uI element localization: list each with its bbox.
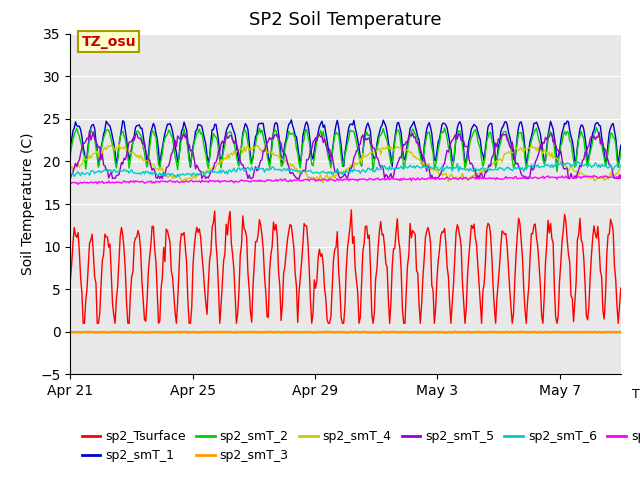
sp2_smT_5 [67,176,74,181]
sp2_smT_4 [109,144,116,150]
sp2_smT_5 [617,175,625,181]
sp2_smT_5 [492,140,499,146]
Title: SP2 Soil Temperature: SP2 Soil Temperature [250,11,442,29]
sp2_smT_2 [449,165,456,171]
Y-axis label: Soil Temperature (C): Soil Temperature (C) [20,133,35,275]
sp2_smT_2 [67,151,74,156]
sp2_Tsurface [573,237,581,243]
sp2_smT_5 [86,128,93,133]
sp2_smT_4 [573,168,581,174]
sp2_smT_6 [450,165,458,170]
sp2_smT_6 [617,163,625,168]
sp2_smT_2 [572,157,580,163]
sp2_smT_1 [617,143,625,148]
sp2_smT_4 [504,149,512,155]
sp2_smT_6 [573,158,581,164]
Line: sp2_Tsurface: sp2_Tsurface [70,210,621,324]
Line: sp2_smT_7: sp2_smT_7 [70,175,621,184]
sp2_smT_7 [450,175,458,180]
sp2_smT_4 [319,180,327,186]
sp2_Tsurface [388,263,396,269]
sp2_smT_5 [503,136,511,142]
sp2_smT_3 [617,329,625,335]
sp2_smT_6 [503,165,511,171]
Line: sp2_smT_3: sp2_smT_3 [70,332,621,333]
sp2_Tsurface [348,207,355,213]
sp2_smT_5 [387,171,395,177]
sp2_smT_1 [287,117,295,123]
sp2_smT_5 [572,176,580,181]
sp2_smT_6 [109,169,116,175]
sp2_smT_7 [572,175,580,180]
sp2_Tsurface [617,285,625,291]
sp2_smT_7 [617,172,625,178]
sp2_Tsurface [451,256,459,262]
Line: sp2_smT_1: sp2_smT_1 [70,120,621,167]
sp2_smT_4 [493,157,500,163]
sp2_smT_3 [504,330,512,336]
sp2_smT_2 [617,150,625,156]
sp2_smT_2 [502,129,509,135]
sp2_smT_4 [617,167,625,172]
Legend: sp2_Tsurface, sp2_smT_1, sp2_smT_2, sp2_smT_3, sp2_smT_4, sp2_smT_5, sp2_smT_6, : sp2_Tsurface, sp2_smT_1, sp2_smT_2, sp2_… [77,425,640,467]
sp2_smT_3 [474,329,482,335]
sp2_smT_7 [67,181,74,187]
sp2_Tsurface [504,265,512,271]
sp2_smT_2 [490,154,498,160]
sp2_smT_3 [67,329,74,335]
Text: Time: Time [632,388,640,401]
sp2_smT_2 [593,125,600,131]
sp2_smT_6 [67,171,74,177]
sp2_smT_3 [109,329,116,335]
sp2_smT_1 [573,144,581,150]
sp2_Tsurface [79,321,87,326]
sp2_smT_7 [387,175,395,181]
sp2_smT_1 [504,129,512,135]
sp2_smT_7 [110,180,118,186]
sp2_smT_1 [493,156,500,162]
sp2_smT_4 [67,167,74,173]
sp2_smT_7 [492,177,499,182]
sp2_smT_3 [386,329,394,335]
sp2_smT_3 [493,329,500,335]
Line: sp2_smT_2: sp2_smT_2 [70,128,621,172]
Text: TZ_osu: TZ_osu [81,35,136,48]
sp2_smT_1 [109,134,116,140]
sp2_smT_1 [451,149,459,155]
Line: sp2_smT_4: sp2_smT_4 [70,144,621,183]
sp2_Tsurface [493,295,500,301]
sp2_smT_5 [450,136,458,142]
sp2_smT_3 [573,330,581,336]
sp2_smT_2 [386,153,394,159]
sp2_smT_4 [388,146,396,152]
Line: sp2_smT_6: sp2_smT_6 [70,161,621,177]
sp2_Tsurface [67,276,74,282]
sp2_smT_4 [115,141,123,147]
sp2_smT_6 [173,174,180,180]
sp2_smT_6 [387,167,395,172]
sp2_smT_2 [109,143,116,148]
sp2_smT_1 [388,163,396,169]
sp2_smT_3 [444,330,451,336]
sp2_smT_6 [572,163,580,168]
sp2_smT_2 [553,169,561,175]
sp2_smT_3 [450,329,458,335]
Line: sp2_smT_5: sp2_smT_5 [70,131,621,179]
sp2_smT_7 [74,181,82,187]
sp2_smT_1 [156,164,164,170]
sp2_smT_1 [67,146,74,152]
sp2_Tsurface [110,312,118,318]
sp2_smT_7 [503,176,511,181]
sp2_smT_4 [451,176,459,182]
sp2_smT_5 [110,175,118,181]
sp2_smT_6 [492,167,499,172]
